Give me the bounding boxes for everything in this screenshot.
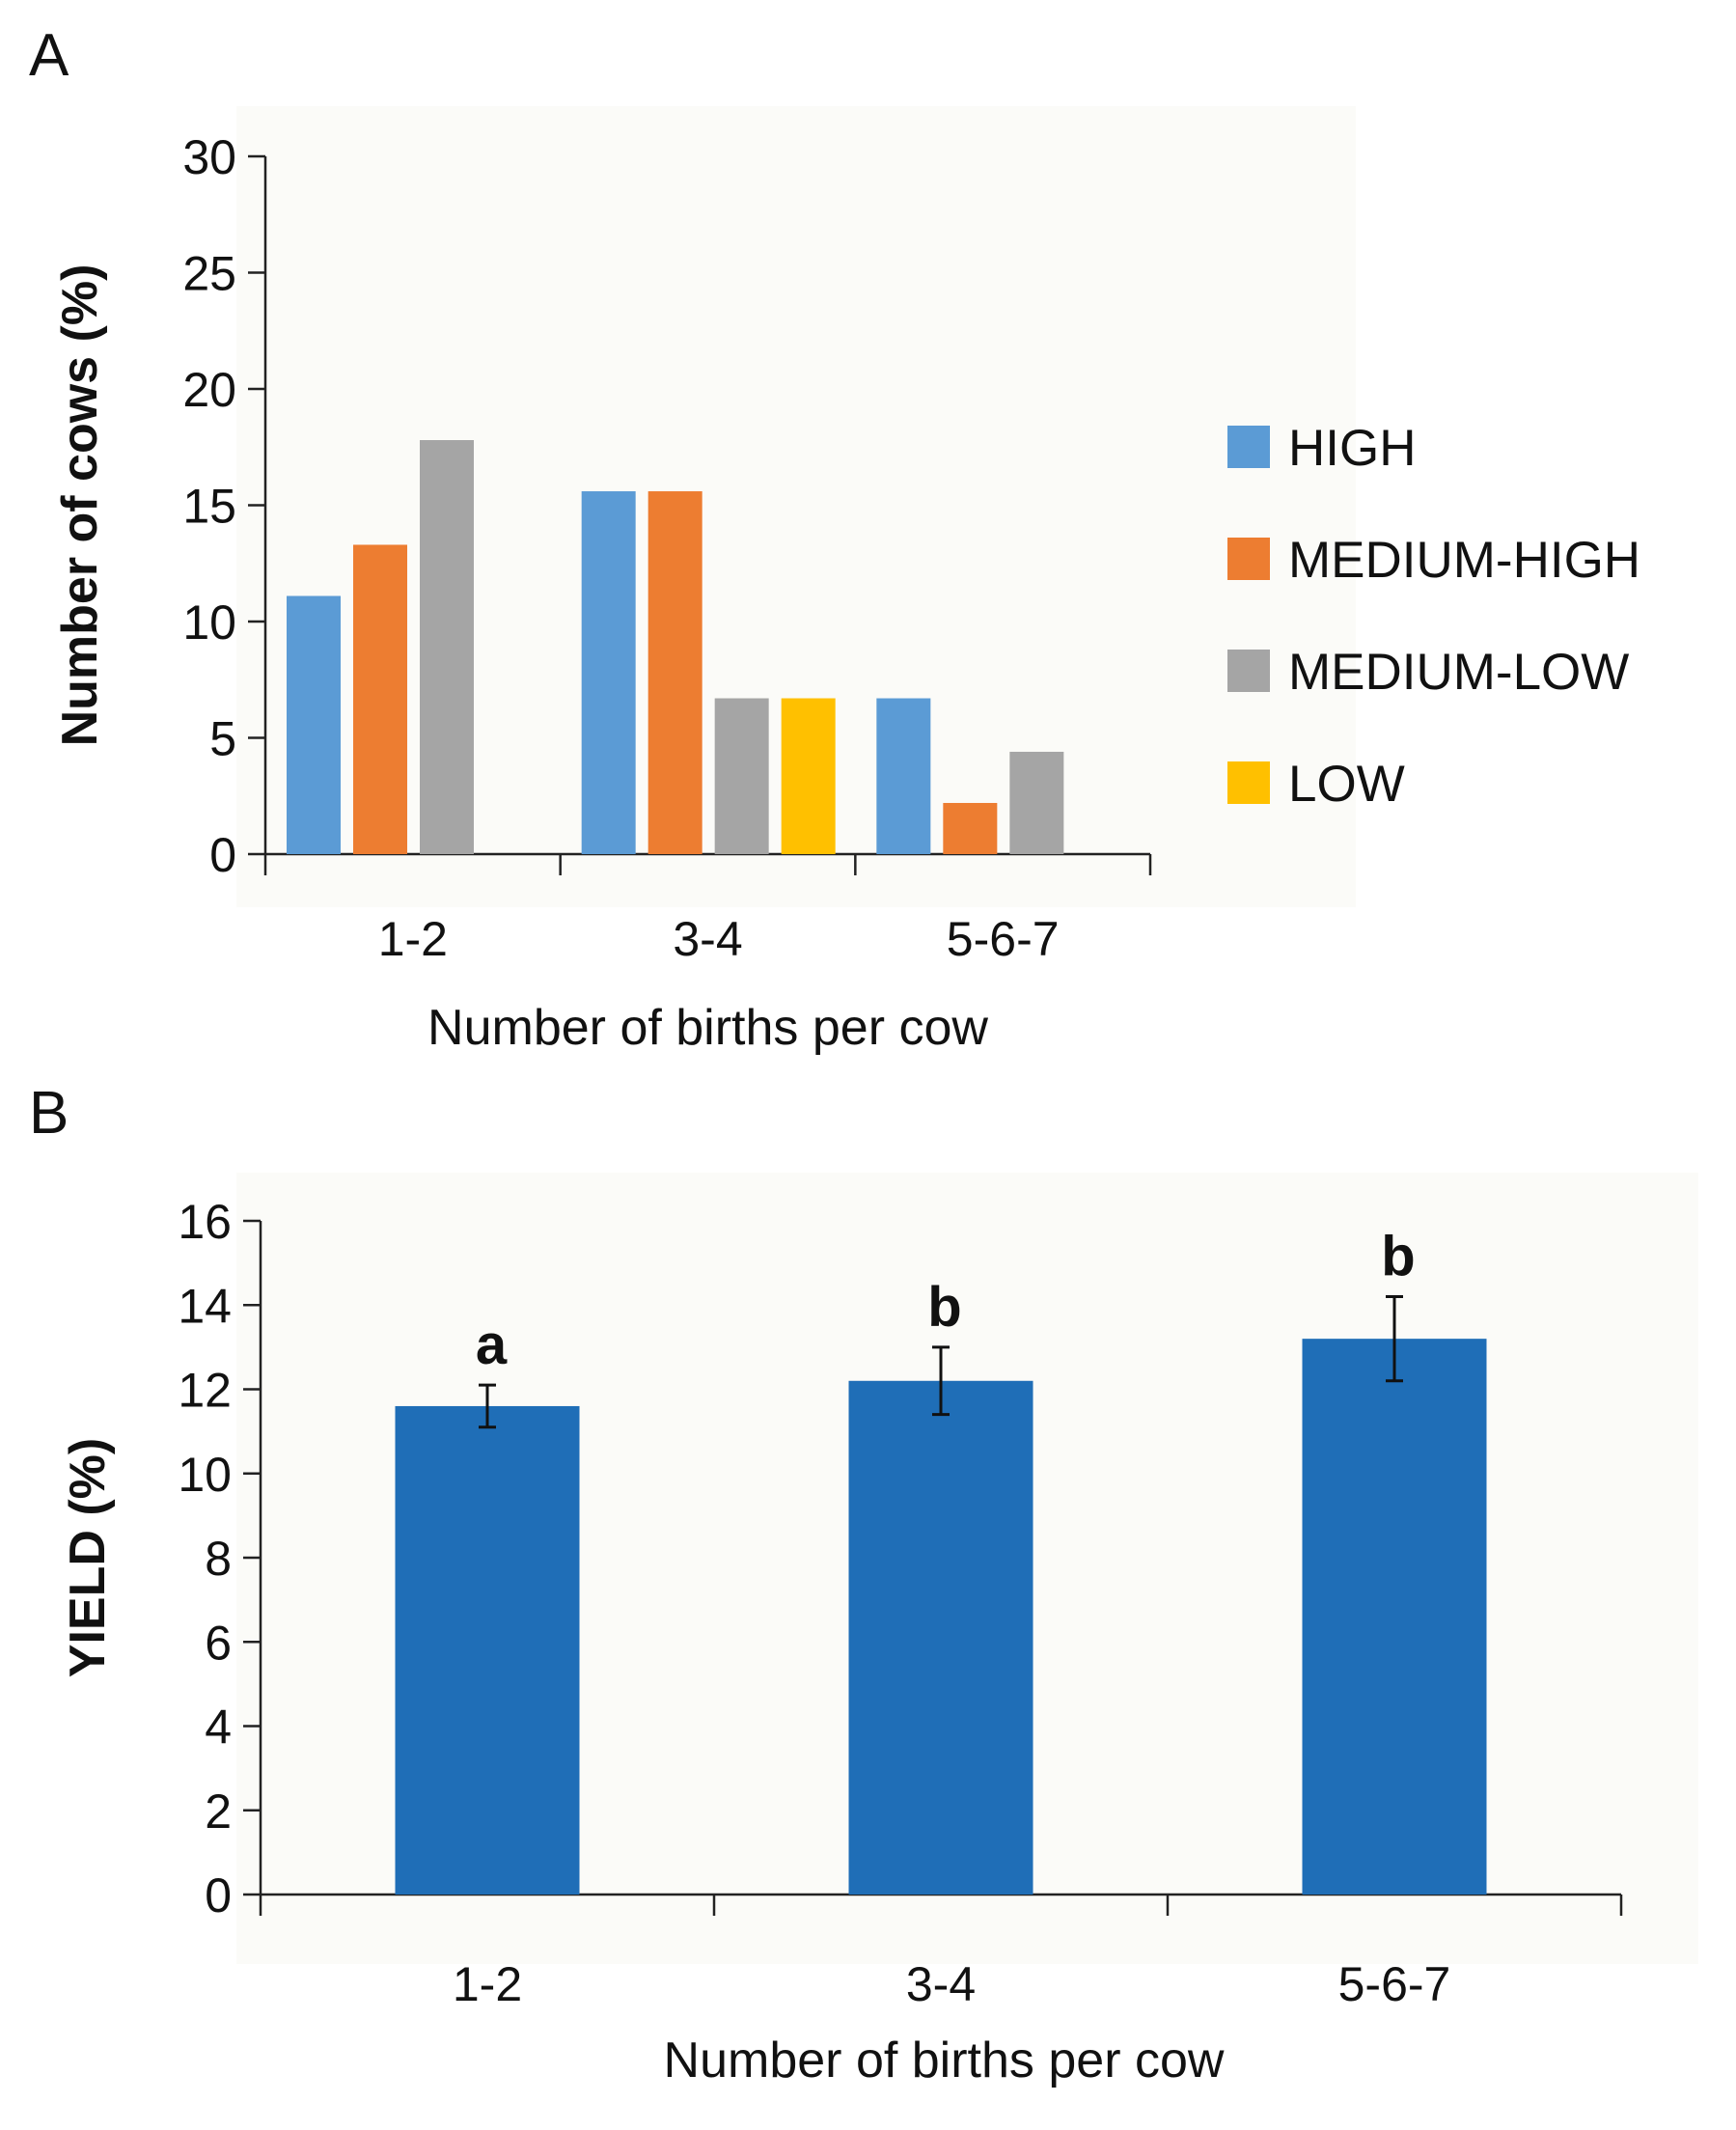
chart-b-x-axis-label: Number of births per cow: [664, 2033, 1225, 2089]
chart-b-x-tick-label: 3-4: [906, 1957, 976, 2011]
chart-a-bar: [420, 440, 474, 854]
panel-a-label: A: [29, 22, 69, 89]
chart-a-legend-label: MEDIUM-HIGH: [1288, 532, 1640, 589]
chart-a-y-tick-label: 5: [209, 712, 236, 766]
chart-a-y-tick-label: 25: [182, 247, 236, 301]
chart-b-y-tick-label: 10: [178, 1448, 232, 1502]
chart-b-y-tick-label: 2: [205, 1784, 232, 1839]
chart-b-y-tick-label: 4: [205, 1701, 232, 1755]
chart-b-significance-label: b: [1381, 1226, 1415, 1288]
chart-a-x-tick-label: 3-4: [673, 912, 742, 966]
chart-a-bar: [1009, 751, 1064, 854]
chart-b-significance-label: a: [476, 1314, 508, 1376]
panel-b-label: B: [29, 1080, 69, 1147]
chart-a-y-axis-label: Number of cows (%): [52, 264, 108, 747]
chart-a-x-tick-label: 5-6-7: [947, 912, 1060, 966]
chart-b-x-tick-label: 1-2: [453, 1957, 522, 2011]
chart-b-y-tick-label: 16: [178, 1195, 232, 1249]
chart-a-legend-label: LOW: [1288, 756, 1405, 813]
chart-b: 0 2 4 6 8 10 12 14 16 1-2 3-4 5-6-7 a b b YIELD (%) Numb…: [0, 1158, 1736, 2130]
chart-b-y-tick-label: 8: [205, 1532, 232, 1586]
chart-b-y-axis-label: YIELD (%): [60, 1438, 116, 1677]
chart-a: 0 5 10 15 20 25 30 1-2 3-4 5-6-7 Number of cows (%…: [0, 97, 1736, 1062]
chart-a-y-tick-label: 10: [182, 595, 236, 650]
chart-b-y-tick-label: 12: [178, 1364, 232, 1418]
chart-b-bar: [848, 1380, 1033, 1895]
chart-a-legend-swatch: [1227, 650, 1270, 692]
chart-b-significance-label: b: [927, 1276, 961, 1339]
chart-a-legend-swatch: [1227, 426, 1270, 468]
chart-b-bar: [1302, 1339, 1487, 1895]
chart-a-bar: [943, 802, 998, 854]
chart-b-y-tick-label: 14: [178, 1279, 232, 1333]
chart-a-bar: [876, 698, 931, 854]
chart-a-bar: [353, 544, 407, 854]
chart-b-y-tick-label: 0: [205, 1868, 232, 1923]
chart-a-y-tick-label: 0: [209, 828, 236, 882]
chart-b-x-tick-label: 5-6-7: [1338, 1957, 1451, 2011]
chart-a-bar: [781, 698, 836, 854]
chart-a-y-tick-label: 30: [182, 130, 236, 184]
chart-a-legend-swatch: [1227, 761, 1270, 804]
chart-a-legend-swatch: [1227, 538, 1270, 580]
chart-b-y-tick-label: 6: [205, 1616, 232, 1670]
chart-a-y-tick-label: 15: [182, 480, 236, 534]
chart-a-bar: [287, 595, 341, 854]
chart-a-bar: [581, 491, 636, 854]
chart-a-legend-label: HIGH: [1288, 420, 1417, 477]
chart-a-x-tick-label: 1-2: [378, 912, 448, 966]
chart-a-bar: [648, 491, 703, 854]
chart-b-bar: [395, 1405, 580, 1895]
chart-a-legend-label: MEDIUM-LOW: [1288, 644, 1629, 701]
chart-a-bar: [714, 698, 769, 854]
chart-a-x-axis-label: Number of births per cow: [427, 1000, 988, 1056]
chart-a-y-tick-label: 20: [182, 363, 236, 417]
